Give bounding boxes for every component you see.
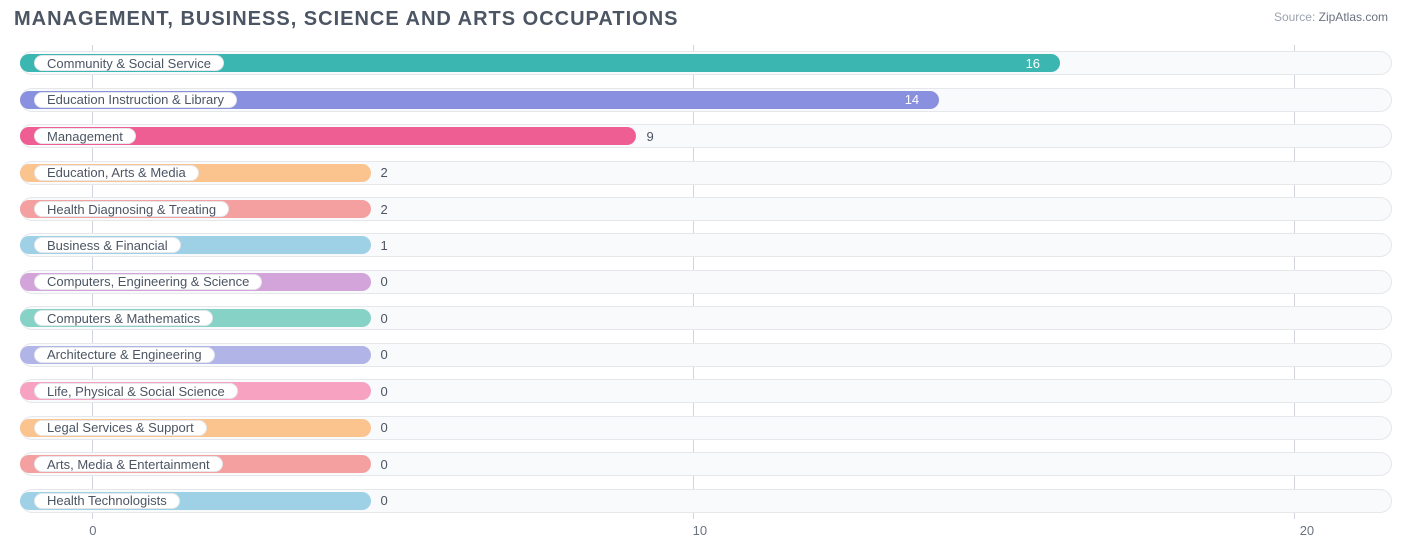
bar-value: 0 <box>381 341 388 369</box>
category-pill: Management <box>34 128 136 144</box>
category-pill: Life, Physical & Social Science <box>34 383 238 399</box>
bar-value: 0 <box>381 377 388 405</box>
bar-value: 2 <box>381 195 388 223</box>
source-name: ZipAtlas.com <box>1319 10 1388 24</box>
bar-row: Computers, Engineering & Science 0 <box>20 268 1392 296</box>
plot-area: Community & Social Service 16 Education In… <box>14 45 1392 519</box>
bar-row: Life, Physical & Social Science 0 <box>20 377 1392 405</box>
bar-value: 2 <box>381 159 388 187</box>
category-pill: Computers, Engineering & Science <box>34 274 262 290</box>
bar-row: Education, Arts & Media 2 <box>20 159 1392 187</box>
bar-value: 0 <box>381 450 388 478</box>
chart-title: MANAGEMENT, BUSINESS, SCIENCE AND ARTS O… <box>14 8 1392 31</box>
bar-value: 0 <box>381 268 388 296</box>
category-pill: Education Instruction & Library <box>34 92 237 108</box>
bar-row: Education Instruction & Library 14 <box>20 86 1392 114</box>
bar-row: Management 9 <box>20 122 1392 150</box>
bar-value: 0 <box>381 414 388 442</box>
category-pill: Education, Arts & Media <box>34 165 199 181</box>
bar-row: Legal Services & Support 0 <box>20 414 1392 442</box>
category-pill: Legal Services & Support <box>34 420 207 436</box>
bar-row: Health Technologists 0 <box>20 487 1392 515</box>
category-pill: Health Diagnosing & Treating <box>34 201 229 217</box>
bar-value: 14 <box>905 86 919 114</box>
bar-row: Architecture & Engineering 0 <box>20 341 1392 369</box>
category-pill: Architecture & Engineering <box>34 347 215 363</box>
category-pill: Business & Financial <box>34 237 181 253</box>
bar-row: Community & Social Service 16 <box>20 49 1392 77</box>
category-pill: Arts, Media & Entertainment <box>34 456 223 472</box>
x-tick: 20 <box>1300 523 1314 538</box>
category-pill: Community & Social Service <box>34 55 224 71</box>
source-attribution: Source: ZipAtlas.com <box>1274 10 1388 24</box>
chart-container: MANAGEMENT, BUSINESS, SCIENCE AND ARTS O… <box>0 0 1406 559</box>
source-label: Source: <box>1274 10 1315 24</box>
bar-value: 16 <box>1026 49 1040 77</box>
bar-row: Business & Financial 1 <box>20 231 1392 259</box>
category-pill: Computers & Mathematics <box>34 310 213 326</box>
bar-rows: Community & Social Service 16 Education In… <box>20 45 1392 519</box>
x-axis: 0 10 20 <box>20 519 1398 543</box>
x-tick: 0 <box>89 523 96 538</box>
x-tick: 10 <box>693 523 707 538</box>
bar-value: 0 <box>381 304 388 332</box>
bar-row: Health Diagnosing & Treating 2 <box>20 195 1392 223</box>
category-pill: Health Technologists <box>34 493 180 509</box>
bar-row: Arts, Media & Entertainment 0 <box>20 450 1392 478</box>
bar-value: 1 <box>381 231 388 259</box>
bar-value: 9 <box>646 122 653 150</box>
bar-row: Computers & Mathematics 0 <box>20 304 1392 332</box>
bar-value: 0 <box>381 487 388 515</box>
